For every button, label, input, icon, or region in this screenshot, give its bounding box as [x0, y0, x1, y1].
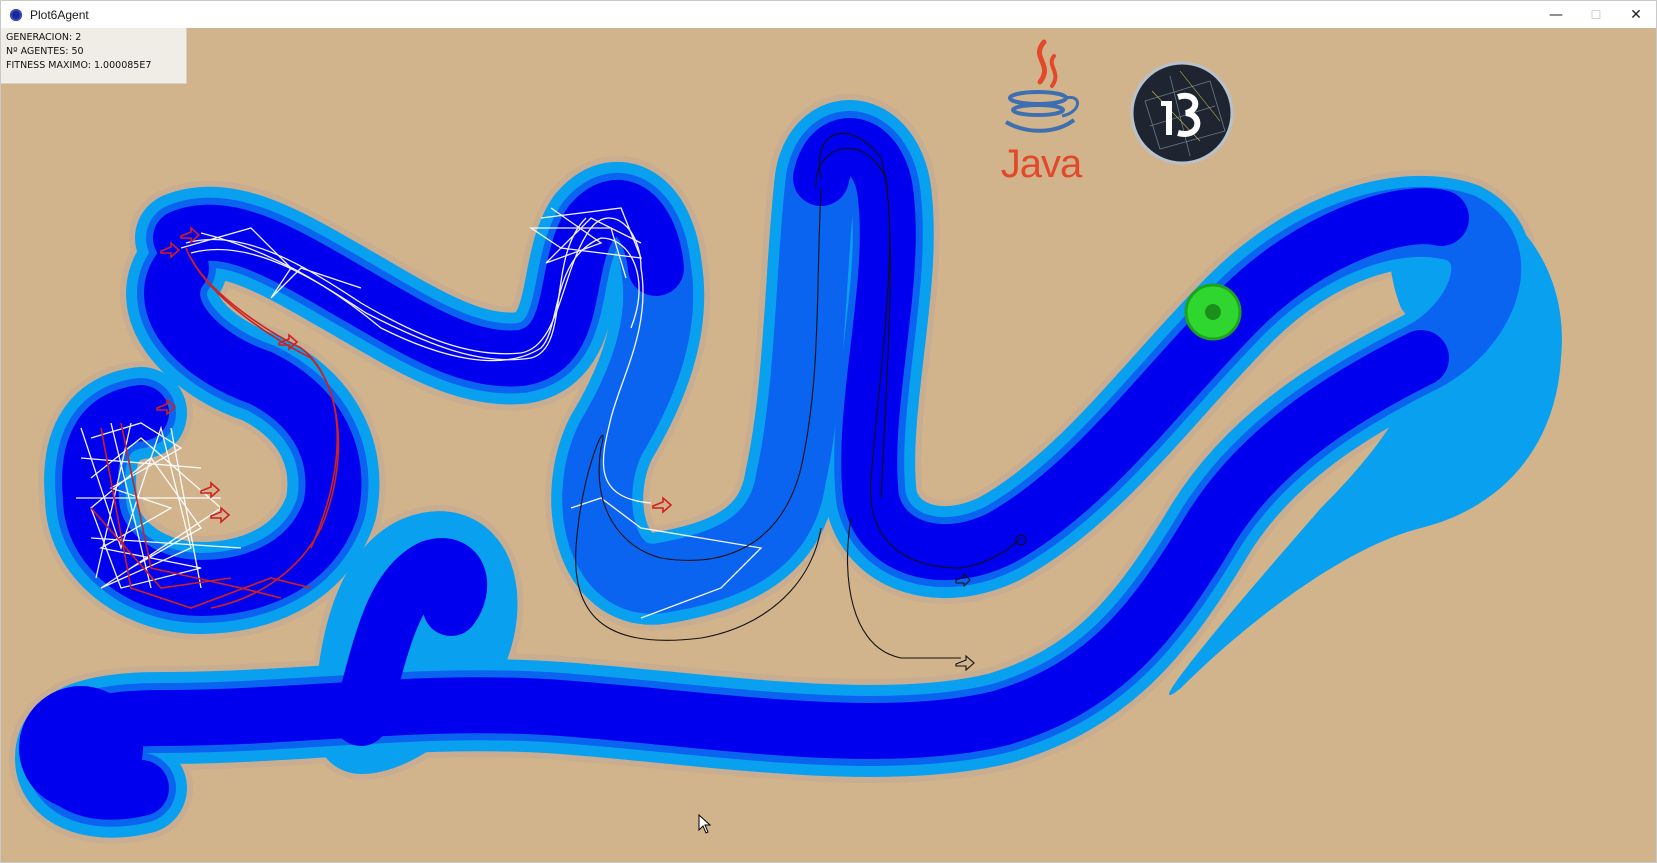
java-logo-text: Java — [1000, 142, 1083, 186]
agent-traces-black — [575, 132, 1022, 659]
agent-traces-red — [90, 247, 340, 609]
close-icon[interactable]: ✕ — [1630, 6, 1642, 23]
race-track — [9, 94, 1562, 844]
stats-panel: GENERACION: 2 Nº AGENTES: 50 FITNESS MAX… — [1, 28, 187, 84]
track-start-blob — [19, 686, 143, 810]
goal-marker-icon — [1184, 283, 1242, 341]
minimize-icon[interactable]: — — [1549, 6, 1563, 23]
window-controls: — ☐ ✕ — [1536, 1, 1656, 28]
java-cup-icon — [1004, 39, 1079, 133]
title-bar[interactable]: Plot6Agent — ☐ ✕ — [1, 1, 1656, 28]
window-title: Plot6Agent — [30, 7, 89, 22]
mouse-cursor-icon — [698, 814, 712, 834]
agent-markers-black — [955, 534, 1027, 672]
processing-logo-icon — [1130, 61, 1234, 165]
app-icon — [10, 8, 22, 21]
agent-traces-white — [76, 207, 763, 619]
agent-markers-red — [156, 226, 673, 524]
generation-label: GENERACION: 2 — [6, 32, 82, 43]
agents-label: Nº AGENTES: 50 — [6, 46, 84, 57]
simulation-canvas[interactable]: GENERACION: 2 Nº AGENTES: 50 FITNESS MAX… — [1, 28, 1656, 862]
java-logo-icon: Java — [996, 34, 1086, 194]
processing-logo-graphic — [1130, 61, 1234, 165]
maximize-icon[interactable]: ☐ — [1590, 7, 1602, 22]
fitness-label: FITNESS MAXIMO: 1.000085E7 — [6, 60, 152, 71]
